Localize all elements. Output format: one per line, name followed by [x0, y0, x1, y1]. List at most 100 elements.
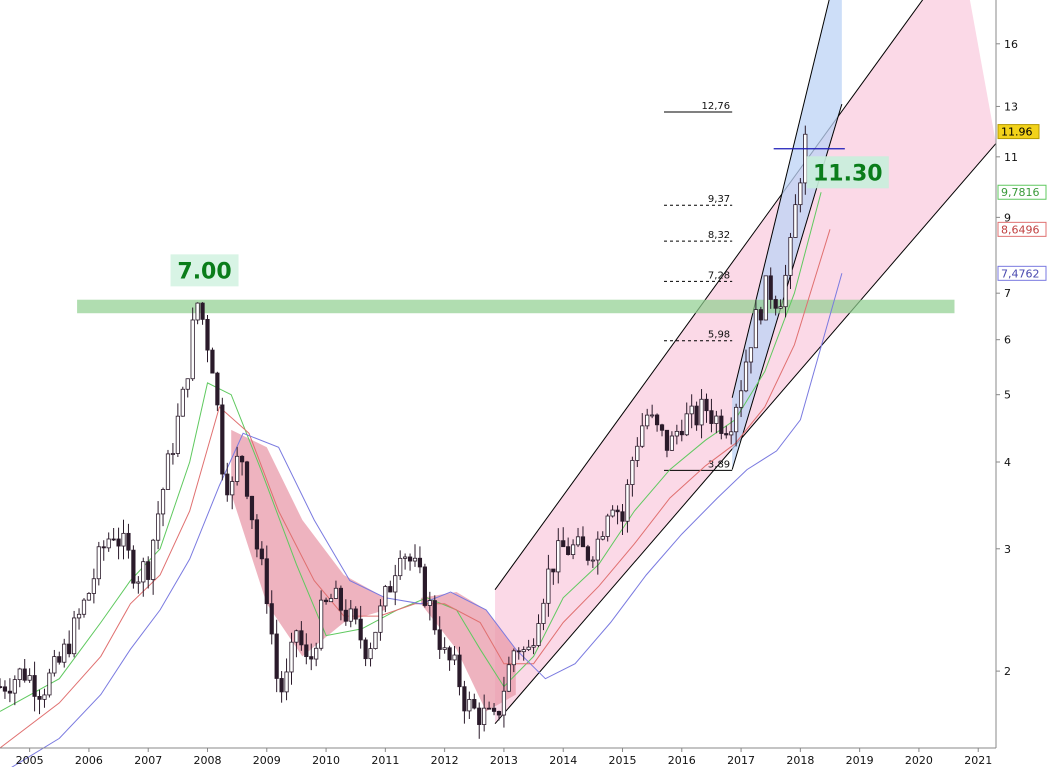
candle-body — [734, 406, 739, 433]
x-tick-label-0: 2005 — [16, 754, 44, 767]
candle-body — [175, 415, 180, 454]
x-tick-label-11: 2016 — [668, 754, 696, 767]
candle-body — [52, 656, 57, 674]
candle-body — [501, 690, 507, 716]
candle-body — [570, 544, 576, 555]
candle-body — [467, 699, 472, 712]
x-tick-label-4: 2009 — [253, 754, 281, 767]
channel-line-0-1 — [494, 143, 997, 725]
candle-body — [432, 600, 437, 631]
candle-body — [635, 445, 640, 461]
candle-body — [338, 587, 343, 611]
channel-line-1-0 — [731, 0, 830, 398]
candle-body — [32, 675, 37, 697]
price-badge-bg-2 — [997, 221, 1047, 237]
fib-levels: 12,76 9,37 8,32 7,28 5,98 3,89 — [664, 101, 733, 471]
candle-body — [388, 586, 393, 593]
candle-body — [136, 581, 141, 584]
x-tick-label-2: 2007 — [134, 754, 162, 767]
candle-body — [328, 598, 334, 603]
candle-body — [279, 678, 284, 693]
candle-body — [259, 548, 264, 560]
candle-body — [7, 690, 12, 694]
fib-label-1: 9,37 — [708, 194, 730, 205]
candle-body — [294, 630, 299, 643]
candle-body — [704, 398, 709, 412]
y-tick-label-5: 7 — [1004, 287, 1011, 300]
candle-body — [546, 568, 551, 604]
y-tick-label-3: 5 — [1004, 389, 1011, 402]
candle-body — [516, 650, 521, 653]
candle-body — [368, 648, 373, 660]
candle-body — [398, 557, 403, 577]
candle-body — [630, 460, 635, 485]
candle-body — [566, 546, 571, 555]
candle-body — [81, 599, 87, 615]
candle-body — [111, 538, 116, 541]
candle-body — [526, 646, 531, 651]
callouts: 7.00 11.30 — [170, 156, 889, 287]
candle-body — [496, 711, 502, 716]
x-tick-label-8: 2013 — [490, 754, 518, 767]
candle-body — [106, 538, 111, 549]
y-tick-label-9: 16 — [1004, 38, 1018, 51]
price-badge-bg-3 — [997, 265, 1047, 281]
candle-body — [699, 398, 704, 426]
candle-body — [378, 605, 383, 633]
candle-body — [487, 707, 492, 710]
y-tick-label-4: 6 — [1004, 334, 1011, 347]
candle-body — [709, 410, 714, 424]
candle-body — [803, 133, 808, 184]
candle-body — [669, 435, 675, 451]
price-badge-label-2: 8,6496 — [1001, 223, 1040, 236]
candle-body — [561, 540, 566, 548]
candle-body — [674, 430, 679, 437]
candle-body — [753, 309, 758, 349]
candle-body — [230, 481, 235, 496]
candle-body — [580, 536, 586, 548]
candle-body — [131, 549, 136, 584]
x-tick-label-13: 2018 — [786, 754, 814, 767]
price-badge-label-3: 7,4762 — [1001, 267, 1040, 280]
candle-body — [477, 707, 482, 725]
candle-body — [314, 647, 319, 660]
candle-body — [269, 603, 274, 635]
candle-body — [620, 511, 625, 522]
candle-body — [299, 630, 304, 646]
candle-body — [289, 641, 294, 673]
candle-body — [694, 405, 699, 426]
candle-body — [37, 696, 42, 700]
y-tick-label-6: 9 — [1004, 211, 1011, 224]
candle-body — [724, 433, 729, 436]
candle-body — [116, 538, 121, 547]
candle-body — [62, 643, 67, 663]
x-tick-label-16: 2021 — [964, 754, 992, 767]
callout-bg-1 — [806, 156, 889, 189]
candle-body — [645, 414, 650, 427]
candle-body — [654, 414, 660, 426]
candle-body — [165, 453, 171, 490]
candle-body — [323, 599, 329, 603]
candle-body — [452, 654, 457, 661]
candle-body — [244, 461, 250, 497]
candle-body — [235, 455, 240, 482]
candle-body — [91, 578, 96, 594]
channel-line-0-0 — [494, 0, 924, 590]
candle-body — [141, 561, 146, 583]
candle-body — [393, 575, 398, 593]
candle-body — [422, 566, 427, 606]
candle-body — [793, 204, 798, 238]
callout-bg-0 — [170, 254, 239, 287]
candle-body — [783, 274, 788, 308]
price-badge-label-1: 9,7816 — [1001, 186, 1040, 199]
candle-body — [155, 513, 161, 541]
candle-body — [210, 349, 215, 374]
candle-body — [86, 593, 92, 601]
candle-body — [72, 617, 77, 655]
candle-body — [719, 415, 724, 434]
candle-body — [12, 679, 17, 694]
candle-body — [650, 414, 655, 417]
candle-body — [190, 319, 195, 380]
candle-body — [47, 672, 52, 696]
